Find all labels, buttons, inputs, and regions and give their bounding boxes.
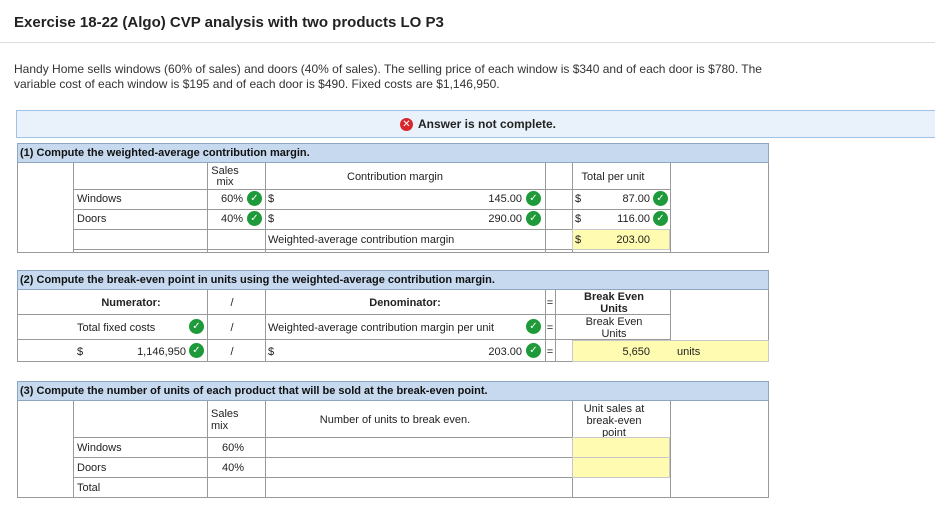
equals-row: = [546,322,554,334]
equals-header: = [546,297,554,309]
check-icon: ✓ [653,211,668,226]
grid-line [265,163,266,253]
grid-line [207,401,208,498]
grid-line [265,401,266,498]
break-even-answer-cell[interactable] [572,340,769,362]
answer-status-text: Answer is not complete. [417,117,557,131]
page-title: Exercise 18-22 (Algo) CVP analysis with … [14,14,444,31]
doors-total-dollar: $ [575,213,582,225]
grid-line [73,163,74,253]
check-icon: ✓ [526,191,541,206]
grid-line [73,209,670,210]
check-icon: ✓ [653,191,668,206]
break-even-label: Break Even Units [585,316,643,340]
wacm-value: 203.00 [616,234,650,246]
doors-cm-dollar: $ [268,213,275,225]
doors-total-input[interactable]: 116.00 [617,213,650,225]
check-icon: ✓ [526,319,541,334]
x-circle-icon: ✕ [399,117,413,131]
grid-line [73,401,74,498]
p3-row-label-windows: Windows [77,442,122,454]
numerator-dollar: $ [77,346,84,358]
col-header-total-per-unit: Total per unit [581,171,645,183]
row-label-doors: Doors [77,213,107,225]
windows-sales-mix: 60% [220,193,243,205]
slash-header: / [230,297,234,309]
p3-row-label-total: Total [77,482,101,494]
grid-line [572,163,573,253]
grid-line [17,339,670,340]
break-even-header: Break Even Units [584,291,644,315]
windows-cm-input[interactable]: 145.00 [488,193,522,205]
p3-col-header-sales-mix: Sales mix [211,408,239,432]
windows-total-input[interactable]: 87.00 [622,193,650,205]
col-header-contribution-margin: Contribution margin [347,171,443,183]
col-header-sales-mix: Sales mix [211,165,239,188]
slash-row: / [230,322,234,334]
grid-line [73,477,670,478]
denominator-header: Denominator: [369,297,441,309]
grid-line [207,163,208,253]
doors-cm-input[interactable]: 290.00 [488,213,522,225]
check-icon: ✓ [189,343,204,358]
p3-row-label-doors: Doors [77,462,107,474]
grid-line [555,290,556,362]
grid-line [670,163,671,253]
grid-line [545,163,546,253]
units-label: units [677,346,701,358]
p3-doors-unit-sales-input[interactable] [572,457,670,478]
denominator-value-input[interactable]: 203.00 [488,346,522,358]
equals-value: = [546,346,554,358]
grid-line [73,229,670,230]
grid-line [73,249,670,250]
grid-line [73,189,670,190]
break-even-value: 5,650 [622,346,650,358]
numerator-header: Numerator: [101,297,161,309]
part1-heading: (1) Compute the weighted-average contrib… [17,143,769,163]
row-label-windows: Windows [77,193,122,205]
grid-line [265,290,266,362]
part3-table [17,401,769,498]
doors-sales-mix: 40% [220,213,243,225]
grid-line [207,290,208,362]
numerator-label[interactable]: Total fixed costs [77,322,156,334]
check-icon: ✓ [526,343,541,358]
denominator-label[interactable]: Weighted-average contribution margin per… [268,322,495,334]
grid-line [545,290,546,362]
problem-text: Handy Home sells windows (60% of sales) … [14,62,762,91]
numerator-value-input[interactable]: 1,146,950 [137,346,186,358]
part2-heading: (2) Compute the break-even point in unit… [17,270,769,290]
p3-col-header-unit-sales: Unit sales at break-even point [583,403,645,439]
part1-table [17,163,769,253]
p3-doors-sales-mix: 40% [222,462,245,474]
wacm-label: Weighted-average contribution margin [268,234,455,246]
denominator-dollar: $ [268,346,275,358]
title-divider [0,42,935,43]
grid-line [73,437,670,438]
answer-status-banner: ✕ Answer is not complete. [16,110,935,138]
p3-windows-sales-mix: 60% [222,442,245,454]
p3-col-header-units: Number of units to break even. [319,414,471,426]
check-icon: ✓ [189,319,204,334]
windows-cm-dollar: $ [268,193,275,205]
part3-heading: (3) Compute the number of units of each … [17,381,769,401]
wacm-dollar: $ [575,234,582,246]
slash-value: / [230,346,234,358]
part2-table [17,290,769,362]
grid-line [670,290,671,362]
wacm-answer-cell[interactable] [572,229,670,250]
check-icon: ✓ [247,211,262,226]
windows-total-dollar: $ [575,193,582,205]
grid-line [670,401,671,498]
grid-line [17,314,670,315]
grid-line [73,457,670,458]
p3-windows-unit-sales-input[interactable] [572,437,670,458]
check-icon: ✓ [526,211,541,226]
check-icon: ✓ [247,191,262,206]
